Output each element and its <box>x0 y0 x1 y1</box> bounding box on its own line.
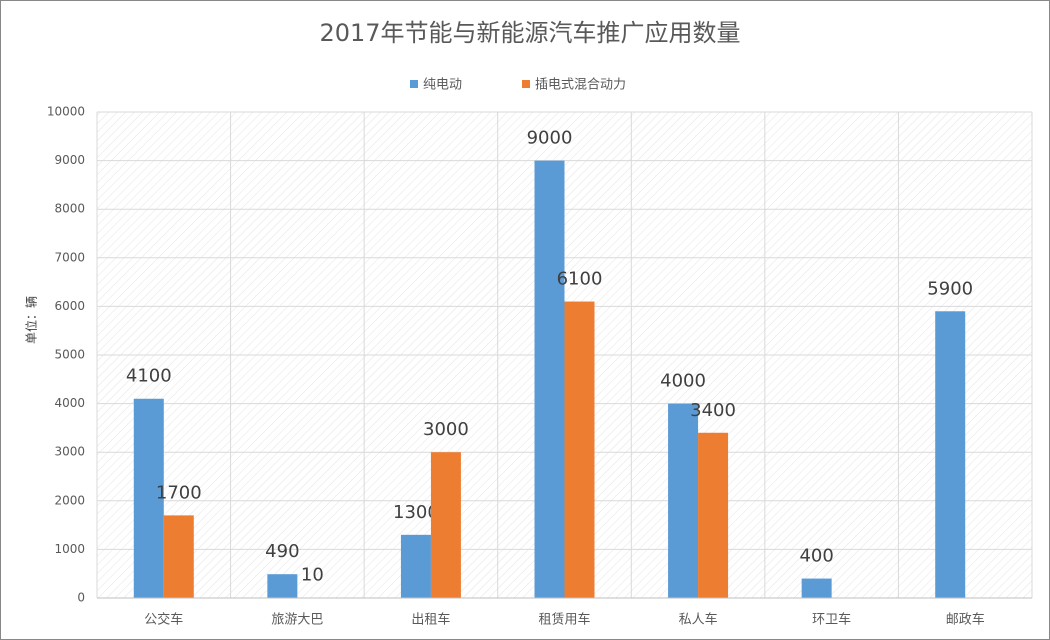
x-tick-label: 旅游大巴 <box>271 613 323 628</box>
bar <box>698 432 729 598</box>
legend: 纯电动 插电式混合动力 <box>410 78 626 93</box>
bar <box>133 398 164 598</box>
y-tick-label: 2000 <box>54 493 85 507</box>
bar <box>935 311 966 598</box>
legend-label: 纯电动 <box>423 78 462 93</box>
x-tick-label: 环卫车 <box>812 612 851 628</box>
value-label: 6100 <box>557 269 603 290</box>
value-label: 1300 <box>393 502 439 523</box>
value-label: 9000 <box>527 128 573 149</box>
y-tick-label: 7000 <box>54 250 85 264</box>
y-tick-label: 5000 <box>54 348 85 362</box>
legend-swatch <box>522 80 530 88</box>
y-tick-label: 9000 <box>54 153 85 167</box>
x-tick-label: 邮政车 <box>946 612 985 628</box>
legend-label: 插电式混合动力 <box>535 78 626 93</box>
bar <box>163 515 194 598</box>
chart-title: 2017年节能与新能源汽车推广应用数量 <box>319 19 740 47</box>
bar <box>668 403 699 598</box>
y-tick-label: 3000 <box>54 445 85 459</box>
y-tick-label: 0 <box>77 591 85 605</box>
value-label: 1700 <box>156 482 202 503</box>
y-tick-label: 10000 <box>47 105 85 119</box>
value-label: 4100 <box>126 366 172 387</box>
value-label: 400 <box>799 546 833 567</box>
y-tick-label: 8000 <box>54 202 85 216</box>
bar <box>534 160 565 598</box>
y-tick-label: 1000 <box>54 542 85 556</box>
value-label: 10 <box>301 565 324 586</box>
value-label: 3400 <box>690 400 736 421</box>
y-tick-label: 4000 <box>54 396 85 410</box>
value-label: 490 <box>265 541 299 562</box>
bar <box>400 534 431 598</box>
y-tick-label: 6000 <box>54 299 85 313</box>
x-tick-label: 出租车 <box>411 612 450 628</box>
value-label: 3000 <box>423 419 469 440</box>
bar <box>801 578 832 598</box>
bar <box>430 452 461 598</box>
bar <box>267 574 298 598</box>
legend-swatch <box>410 80 418 88</box>
y-axis-label: 单位：辆 <box>24 296 39 344</box>
x-tick-label: 租赁用车 <box>538 612 590 628</box>
value-label: 5900 <box>927 278 973 299</box>
value-label: 4000 <box>660 371 706 392</box>
x-tick-label: 私人车 <box>679 612 718 628</box>
bar <box>564 301 595 598</box>
x-tick-label: 公交车 <box>144 612 183 628</box>
